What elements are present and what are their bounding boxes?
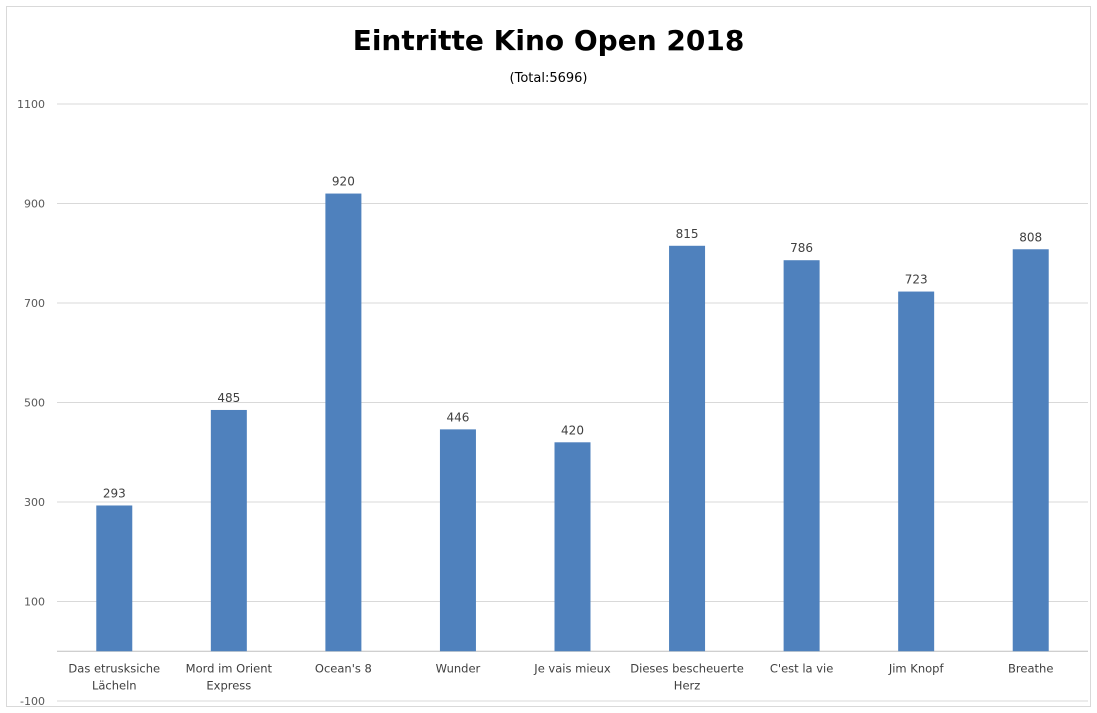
data-label: 723: [905, 273, 928, 287]
y-tick-label: 700: [24, 297, 45, 310]
chart-title: Eintritte Kino Open 2018: [352, 24, 745, 57]
chart-subtitle: (Total:5696): [509, 71, 588, 86]
y-tick-label: 900: [24, 198, 45, 211]
data-label: 420: [561, 423, 584, 437]
data-label: 920: [332, 175, 355, 189]
data-label: 808: [1019, 230, 1042, 244]
x-tick-label: Mord im Orient Express: [186, 661, 273, 692]
x-tick-label: Das etrusksiche Lächeln: [68, 661, 160, 692]
data-label: 293: [103, 486, 126, 500]
bar: [554, 442, 591, 652]
x-tick-label: Jim Knopf: [888, 661, 945, 675]
y-tick-label: 500: [24, 397, 45, 410]
x-tick-label: Ocean's 8: [315, 661, 372, 675]
bar: [96, 505, 133, 652]
bar: [1012, 249, 1049, 652]
x-tick-label: C'est la vie: [770, 661, 833, 675]
y-tick-label: 100: [24, 596, 45, 609]
bar: [783, 260, 820, 652]
y-tick-label: -100: [20, 695, 45, 708]
x-tick-label: Dieses bescheuerte Herz: [630, 661, 744, 692]
data-label: 815: [676, 227, 699, 241]
bar: [210, 409, 247, 652]
bar: [439, 429, 476, 652]
x-tick-label: Breathe: [1008, 661, 1053, 675]
x-tick-label: Wunder: [436, 661, 481, 675]
x-tick-label: Je vais mieux: [533, 661, 611, 675]
data-label: 786: [790, 241, 813, 255]
bar: [325, 193, 362, 652]
data-label: 446: [446, 410, 469, 424]
bar: [669, 245, 706, 652]
y-tick-label: 1100: [17, 98, 45, 111]
y-tick-label: 300: [24, 496, 45, 509]
bar: [898, 291, 935, 652]
data-label: 485: [217, 391, 240, 405]
